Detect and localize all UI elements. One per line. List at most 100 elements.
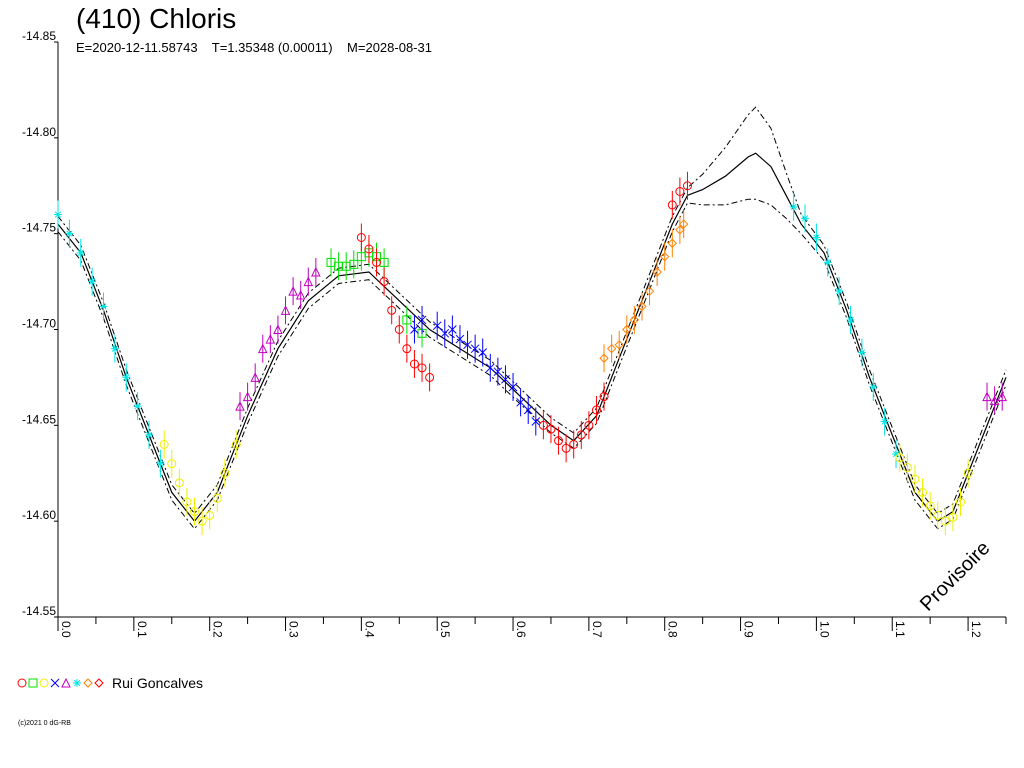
data-point [28,678,38,688]
data-point [311,266,321,277]
data-point [190,507,200,517]
data-point [273,324,283,334]
data-point [174,478,184,488]
data-point [493,367,503,377]
data-point [265,333,276,344]
data-point [989,395,1000,405]
data-point [61,677,71,688]
series-0 [54,192,901,478]
data-point [561,443,571,453]
data-point [410,325,419,334]
y-tick-label: -14.75 [22,221,56,235]
legend-symbols [17,677,104,688]
x-tick-label: 1.0 [817,621,831,638]
data-point [516,397,525,407]
data-point [50,678,60,688]
fit-lower-bound [57,198,1007,530]
fit-upper-bound [57,106,1007,515]
x-tick-label: 0.6 [514,621,528,638]
data-point [629,315,640,325]
data-point [576,430,586,440]
data-point [73,679,81,687]
data-point [250,372,260,382]
data-point [159,440,169,449]
data-point [133,402,142,411]
data-point [379,277,389,287]
data-point [463,340,472,350]
data-point [637,301,647,312]
data-point [925,501,935,511]
data-point [682,181,692,191]
data-point [94,678,104,688]
data-point [17,678,27,688]
data-point [606,343,617,354]
data-point [599,392,609,402]
data-point [197,516,207,526]
chart-title: (410) Chloris [76,3,237,34]
data-point [910,474,920,484]
x-tick-label: 1.2 [969,621,983,638]
data-point [675,187,685,196]
y-tick-label: -14.70 [22,317,56,331]
data-point [997,391,1008,402]
data-point [231,440,241,449]
data-point [569,440,579,449]
data-point [455,334,465,344]
data-point [417,363,427,373]
data-point [440,328,450,338]
data-point [933,510,943,520]
data-point [356,233,366,242]
data-point [257,343,268,354]
chart-subtitle: E=2020-12-11.58743 T=1.35348 (0.00011) M… [76,40,432,55]
data-point [485,363,495,373]
data-point [402,315,412,325]
legend-label: Rui Goncalves [112,675,204,691]
data-point [963,468,973,478]
data-point [417,315,427,325]
data-point [110,344,119,353]
data-point [402,344,412,354]
data-point [478,348,488,357]
y-tick-label: -14.60 [22,508,56,522]
y-tick-label: -14.80 [22,125,56,139]
series-6 [599,210,689,373]
data-point [789,202,798,211]
data-point [523,405,533,415]
data-point [835,287,844,296]
watermark: Provisoire [916,537,994,615]
data-point [83,678,93,688]
y-tick-label: -14.55 [22,604,56,618]
x-tick-label: 1.1 [893,621,907,638]
data-point [846,315,855,324]
data-point [508,382,518,392]
data-point [409,359,419,369]
data-point [902,463,912,472]
data-point [145,430,154,439]
data-point [295,289,306,300]
data-point [372,257,382,267]
data-point [812,233,821,242]
data-point [425,372,435,382]
data-point [242,391,253,402]
data-point [880,417,889,426]
data-point [432,321,442,331]
series-4 [410,305,541,436]
x-tick-label: 0.4 [362,621,376,638]
data-point [303,276,314,287]
data-point [652,267,662,277]
series-1 [159,430,973,536]
data-point [531,417,541,426]
data-point [280,305,291,315]
series-5 [356,171,692,463]
data-point [220,468,230,478]
data-point [644,286,655,296]
data-point [948,512,958,522]
data-point [599,353,609,363]
data-point [667,200,677,210]
data-point [212,493,222,503]
series-2 [235,258,1008,421]
data-point [591,405,601,415]
data-point [584,420,594,430]
data-point [823,258,832,267]
